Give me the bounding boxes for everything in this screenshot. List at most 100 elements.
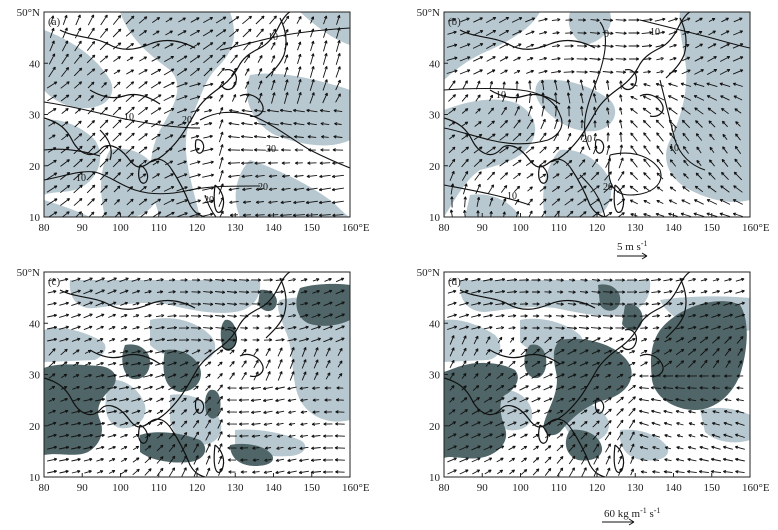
vector-arrow [87, 27, 95, 39]
vector-arrow [48, 409, 56, 414]
vector-arrow [131, 409, 141, 414]
vector-arrow [735, 133, 741, 141]
vector-arrow [695, 133, 703, 141]
vector-arrow [59, 433, 70, 438]
vector-arrow [499, 133, 509, 141]
vector-arrow [699, 445, 709, 450]
vector-arrow [578, 211, 587, 217]
vector-arrow [700, 278, 708, 282]
vector-arrow [593, 467, 599, 477]
vector-arrow [565, 18, 573, 22]
vector-arrow [538, 17, 548, 22]
vector-arrow [163, 186, 175, 192]
vector-arrow [652, 446, 660, 450]
vector-arrow [508, 326, 516, 330]
y-tick-label: 20 [429, 161, 441, 173]
vector-arrow [460, 17, 470, 23]
vector-arrow [652, 349, 660, 355]
vector-arrow [567, 373, 577, 379]
vector-arrow [298, 470, 309, 475]
vector-arrow [630, 455, 635, 464]
vector-arrow [217, 455, 223, 465]
vector-arrow [507, 314, 517, 318]
vector-arrow [288, 410, 296, 414]
vector-arrow [108, 445, 116, 450]
x-tick-label: 150 [304, 482, 321, 494]
vector-arrow [126, 198, 134, 206]
vector-arrow [581, 467, 587, 477]
vector-arrow [83, 325, 93, 331]
vector-arrow [629, 57, 640, 61]
vector-arrow [627, 302, 638, 306]
vector-arrow [202, 160, 214, 165]
vector-arrow [555, 385, 565, 391]
panel-c: (c) [43, 271, 351, 478]
vector-arrow [591, 302, 602, 306]
vector-arrow [335, 40, 341, 52]
vector-arrow [532, 290, 541, 294]
vector-arrow [144, 421, 152, 426]
vector-arrow [488, 184, 495, 194]
vector-arrow [675, 348, 685, 356]
vector-arrow [461, 121, 469, 127]
vector-arrow [47, 337, 58, 342]
vector-arrow [604, 431, 612, 441]
vector-arrow [114, 211, 121, 217]
vector-arrow [724, 386, 732, 390]
vector-arrow [264, 326, 272, 330]
x-tick-label: 160°E [742, 482, 770, 494]
vector-arrow [579, 302, 589, 306]
vector-arrow [475, 108, 481, 114]
vector-arrow [539, 160, 547, 166]
vector-arrow [617, 171, 625, 181]
vector-arrow [682, 146, 689, 154]
vector-arrow [449, 359, 455, 369]
vector-arrow [108, 313, 117, 318]
vector-arrow [48, 348, 56, 356]
vector-arrow [152, 16, 161, 23]
y-tick-label: 40 [429, 318, 441, 330]
vector-arrow [60, 159, 70, 167]
vector-arrow [270, 67, 276, 77]
vector-arrow [168, 385, 176, 391]
vector-arrow [568, 432, 576, 440]
vector-arrow [59, 277, 69, 282]
vector-arrow [152, 43, 160, 49]
vector-arrow [216, 54, 226, 64]
vector-arrow [720, 171, 729, 181]
vector-arrow [284, 54, 289, 64]
vector-arrow [539, 132, 547, 142]
vector-arrow [242, 15, 253, 25]
x-tick-label: 130 [627, 222, 644, 234]
vector-arrow [720, 30, 730, 36]
vector-arrow [299, 337, 310, 342]
vector-arrow [120, 314, 128, 318]
vector-arrow [241, 360, 247, 368]
vector-arrow [96, 470, 104, 474]
vector-arrow [668, 30, 678, 35]
vector-arrow [640, 470, 648, 474]
vector-arrow [532, 433, 540, 439]
panel-c-plot [44, 272, 350, 477]
vector-arrow [663, 421, 673, 426]
vector-arrow [712, 359, 720, 369]
vector-arrow [125, 15, 135, 25]
vector-arrow [95, 373, 105, 378]
vector-arrow [335, 52, 341, 65]
vector-arrow [471, 457, 481, 463]
vector-arrow [564, 185, 574, 193]
vector-arrow [276, 290, 284, 294]
vector-arrow [499, 43, 509, 49]
vector-arrow [700, 348, 709, 356]
vector-arrow [125, 119, 135, 129]
vector-arrow [152, 147, 161, 153]
vector-arrow [708, 17, 716, 22]
vector-arrow [191, 290, 201, 294]
vector-arrow [96, 350, 104, 354]
vector-arrow [202, 29, 214, 37]
vector-arrow [563, 70, 575, 74]
vector-arrow [119, 409, 129, 414]
vector-arrow [310, 458, 321, 462]
vector-arrow [218, 80, 225, 90]
vector-arrow [275, 278, 285, 282]
